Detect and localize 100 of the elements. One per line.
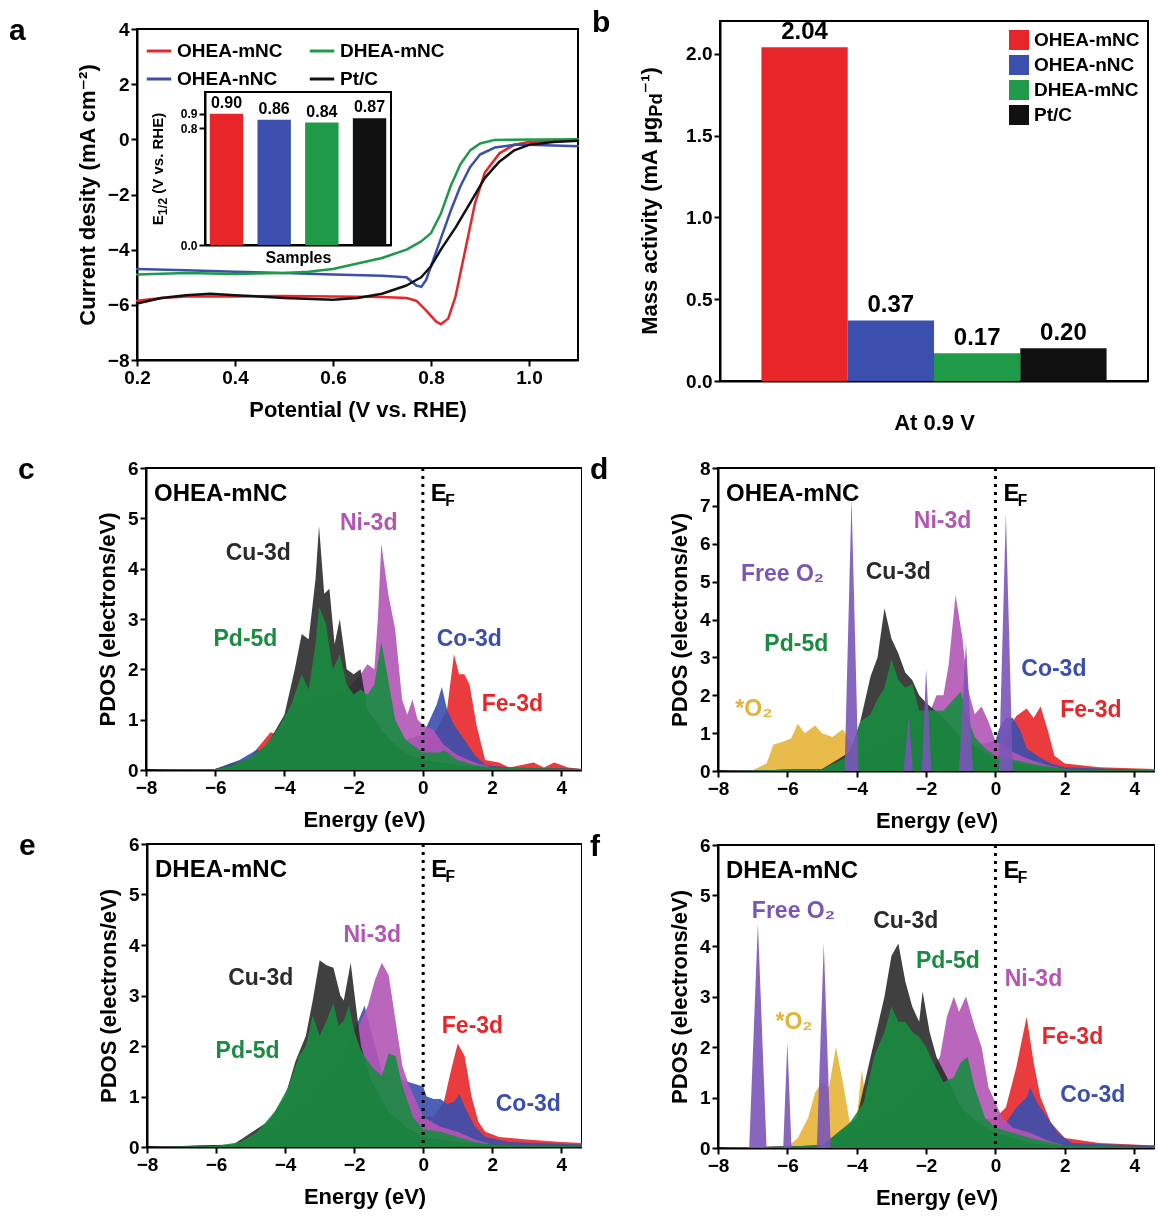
series-label: Cu-3d bbox=[228, 963, 294, 990]
series-label: Free O₂ bbox=[751, 896, 835, 923]
series-label: Fe-3d bbox=[1060, 696, 1122, 723]
series-label: Cu-3d bbox=[873, 906, 939, 933]
y-axis-title: PDOS (electrons/eV) bbox=[95, 889, 121, 1103]
x-tick-label: 4 bbox=[1129, 777, 1141, 799]
y-tick-label: 0.0 bbox=[686, 370, 713, 392]
legend-label: OHEA-nNC bbox=[177, 68, 278, 89]
y-tick-label: 0.9 bbox=[180, 107, 198, 122]
x-tick-label: −2 bbox=[343, 1153, 366, 1175]
series-label: Cu-3d bbox=[865, 558, 931, 585]
legend-label: DHEA-mNC bbox=[340, 40, 445, 61]
x-tick-label: −4 bbox=[274, 776, 297, 798]
data-label: 0.37 bbox=[867, 290, 915, 318]
x-tick-label: 4 bbox=[556, 1153, 568, 1175]
y-tick-label: 3 bbox=[128, 985, 140, 1006]
y-tick-label: 0.0 bbox=[180, 238, 198, 253]
y-tick-label: 7 bbox=[699, 495, 711, 517]
data-label: 0.87 bbox=[353, 98, 386, 116]
legend-label: OHEA-mNC bbox=[1034, 29, 1140, 50]
x-tick-label: 2 bbox=[487, 1153, 499, 1175]
y-tick-label: 0.8 bbox=[180, 121, 198, 136]
x-tick-label: −4 bbox=[846, 1154, 869, 1176]
y-tick-label: 4 bbox=[127, 558, 139, 580]
series-label: Fe-3d bbox=[441, 1011, 504, 1038]
y-axis-title: PDOS (electrons/eV) bbox=[94, 512, 120, 727]
series-label: Ni-3d bbox=[339, 509, 398, 536]
legend-label: OHEA-mNC bbox=[177, 40, 283, 61]
series-label: *O₂ bbox=[775, 1007, 813, 1034]
data-label: 0.84 bbox=[306, 102, 338, 120]
x-tick-label: 2 bbox=[487, 776, 498, 798]
y-tick-label: 4 bbox=[699, 935, 711, 957]
y-tick-label: 2 bbox=[128, 1035, 140, 1057]
y-tick-label: 4 bbox=[118, 18, 130, 40]
y-tick-label: 5 bbox=[127, 507, 139, 529]
x-axis-title: Potential (V vs. RHE) bbox=[249, 396, 467, 422]
chart-title: f bbox=[590, 829, 600, 863]
y-tick-label: 0 bbox=[699, 1137, 711, 1159]
annotation: DHEA-mNC bbox=[726, 856, 858, 883]
y-tick-label: 2 bbox=[127, 658, 139, 680]
x-tick-label: −4 bbox=[274, 1153, 297, 1175]
y-tick-label: 0 bbox=[699, 760, 711, 782]
y-tick-label: 4 bbox=[699, 609, 711, 630]
data-label: 0.90 bbox=[210, 93, 243, 111]
series-label: Co-3d bbox=[436, 625, 502, 652]
series-label: Pd-5d bbox=[915, 947, 980, 974]
y-tick-label: 6 bbox=[128, 833, 140, 855]
y-tick-label: 0 bbox=[127, 759, 139, 781]
series-label: Pd-5d bbox=[213, 625, 278, 652]
x-tick-label: −6 bbox=[777, 777, 799, 799]
x-axis-title: Energy (eV) bbox=[303, 1183, 427, 1209]
legend-label: Pt/C bbox=[340, 68, 379, 89]
y-tick-label: 3 bbox=[127, 608, 139, 630]
y-tick-label: 0.5 bbox=[686, 288, 713, 310]
y-tick-label: 8 bbox=[699, 457, 711, 479]
y-tick-label: −6 bbox=[107, 294, 130, 316]
series-label: Fe-3d bbox=[1041, 1022, 1104, 1049]
y-tick-label: 1.5 bbox=[686, 125, 713, 147]
y-tick-label: 5 bbox=[699, 885, 711, 906]
annotation: DHEA-mNC bbox=[155, 855, 287, 882]
x-tick-label: 0.4 bbox=[222, 366, 250, 388]
y-tick-label: 2 bbox=[118, 73, 130, 95]
x-axis-title: Samples bbox=[265, 248, 332, 266]
x-tick-label: −2 bbox=[343, 776, 365, 798]
chart-title: b bbox=[592, 5, 611, 39]
series-label: Ni-3d bbox=[1004, 964, 1063, 991]
y-tick-label: 5 bbox=[699, 571, 711, 593]
x-axis-title: Energy (eV) bbox=[303, 806, 426, 832]
chart-title: d bbox=[590, 452, 609, 486]
x-axis-title: At 0.9 V bbox=[894, 409, 976, 435]
y-tick-label: 6 bbox=[699, 533, 711, 555]
series-label: Ni-3d bbox=[343, 920, 401, 947]
y-tick-label: 0 bbox=[128, 1136, 140, 1158]
x-tick-label: 1.0 bbox=[516, 366, 543, 388]
y-tick-label: 2 bbox=[699, 684, 711, 706]
x-tick-label: −2 bbox=[915, 777, 938, 799]
annotation: OHEA-mNC bbox=[726, 479, 860, 506]
series-label: Co-3d bbox=[495, 1089, 561, 1116]
series-label: *O₂ bbox=[735, 694, 773, 721]
legend-label: Pt/C bbox=[1034, 104, 1073, 125]
data-label: 0.86 bbox=[258, 99, 290, 117]
series-label: Co-3d bbox=[1060, 1080, 1126, 1107]
legend-label: OHEA-nNC bbox=[1034, 54, 1135, 75]
x-axis-title: Energy (eV) bbox=[875, 1184, 999, 1210]
y-axis-title: PDOS (electrons/eV) bbox=[666, 890, 692, 1104]
annotation: OHEA-mNC bbox=[154, 479, 288, 506]
y-axis-title: Current desity (mA cm⁻²) bbox=[74, 64, 100, 326]
text: Ni-3d bbox=[913, 507, 972, 534]
x-tick-label: 0 bbox=[418, 1153, 429, 1175]
chart-title: c bbox=[18, 452, 35, 486]
data-label: 2.04 bbox=[781, 17, 829, 45]
y-tick-label: 0 bbox=[118, 128, 130, 150]
x-tick-label: 4 bbox=[556, 776, 568, 798]
series-label: Cu-3d bbox=[225, 539, 291, 566]
text: Pd-5d bbox=[764, 630, 829, 657]
x-tick-label: 0 bbox=[418, 776, 429, 798]
y-tick-label: 1 bbox=[127, 709, 139, 731]
x-tick-label: 0.8 bbox=[418, 366, 445, 388]
y-tick-label: 6 bbox=[127, 457, 139, 479]
chart-title: a bbox=[9, 13, 26, 47]
